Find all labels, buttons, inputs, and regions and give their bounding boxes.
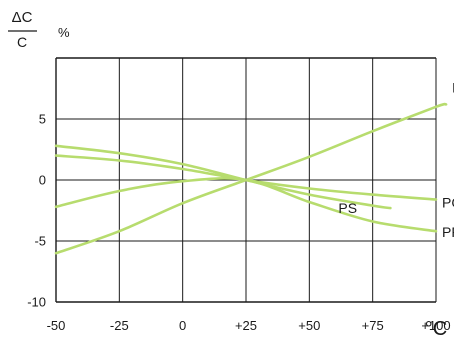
series-label-pp: PP <box>442 224 454 240</box>
series-label-pe: PE <box>452 79 454 95</box>
y-tick-label: 0 <box>39 173 46 188</box>
y-axis-label: ΔC C % <box>8 9 70 50</box>
x-tick-label: -25 <box>110 318 129 333</box>
x-tick-label: +50 <box>298 318 320 333</box>
series-line-pp <box>54 177 438 233</box>
y-tick-label: -5 <box>34 234 46 249</box>
x-tick-label: -50 <box>47 318 66 333</box>
grid <box>55 57 437 303</box>
y-tick-label: -10 <box>27 295 46 310</box>
x-tick-label: +100 <box>421 318 450 333</box>
series-lines <box>54 102 448 255</box>
series-label-pc: PC <box>442 195 454 211</box>
x-tick-labels: -50 -25 0 +25 +50 +75 +100 <box>47 318 451 333</box>
series-labels: PE PC PS PP <box>338 79 454 240</box>
y-unit: % <box>58 25 70 40</box>
series-label-ps: PS <box>338 200 357 216</box>
x-tick-label: +25 <box>235 318 257 333</box>
y-tick-label: 5 <box>39 112 46 127</box>
x-tick-label: 0 <box>179 318 186 333</box>
y-label-top: ΔC <box>12 9 33 26</box>
x-tick-label: +75 <box>362 318 384 333</box>
x-unit: °C <box>425 318 447 340</box>
series-line-pe <box>54 102 448 255</box>
y-label-bottom: C <box>17 34 27 50</box>
y-tick-labels: 5 0 -5 -10 <box>27 112 46 310</box>
